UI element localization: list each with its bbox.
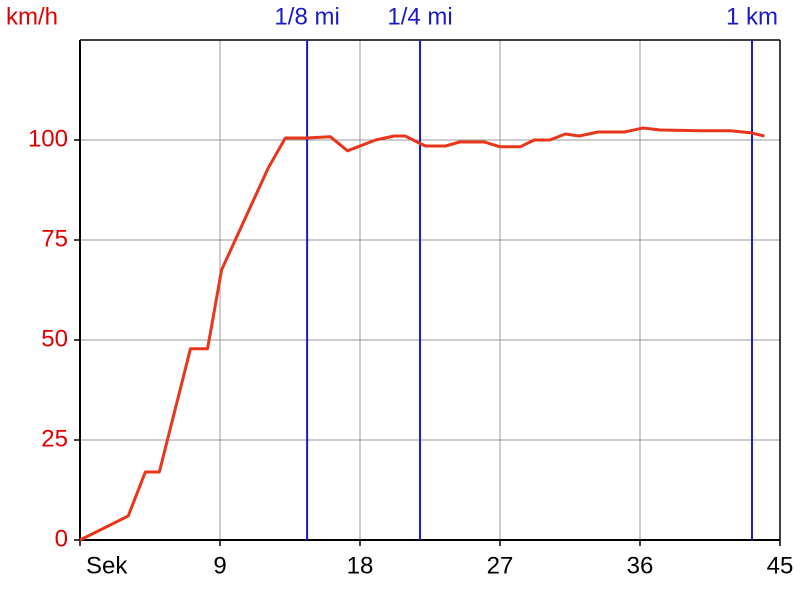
x-tick-label: 27	[487, 552, 514, 579]
x-tick-label: 45	[767, 552, 794, 579]
y-tick-label: 25	[41, 425, 68, 452]
marker-label: 1 km	[726, 3, 778, 30]
x-tick-label: 36	[627, 552, 654, 579]
y-tick-label: 75	[41, 225, 68, 252]
y-tick-label: 100	[28, 125, 68, 152]
x-tick-label: Sek	[86, 552, 128, 579]
x-tick-label: 9	[213, 552, 226, 579]
y-tick-label: 0	[55, 525, 68, 552]
marker-label: 1/8 mi	[274, 3, 339, 30]
y-axis-label: km/h	[6, 3, 58, 30]
marker-label: 1/4 mi	[387, 3, 452, 30]
y-tick-label: 50	[41, 325, 68, 352]
speed-line	[79, 126, 765, 542]
x-tick-label: 18	[347, 552, 374, 579]
